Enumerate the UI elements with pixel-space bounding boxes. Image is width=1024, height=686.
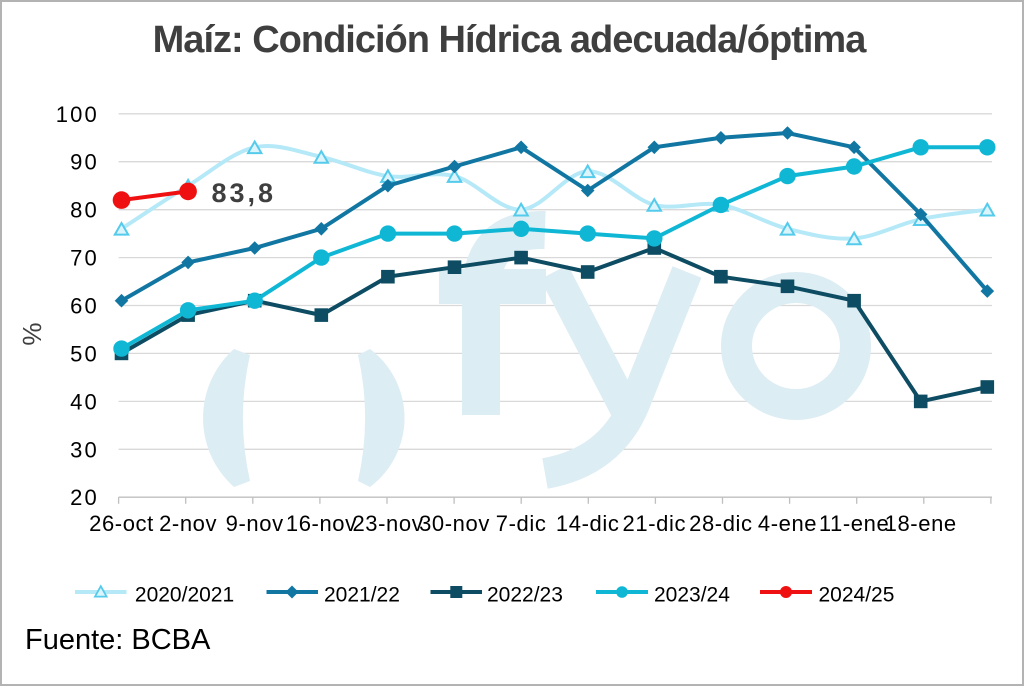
svg-text:16-nov: 16-nov bbox=[286, 511, 357, 536]
svg-text:11-ene: 11-ene bbox=[819, 511, 889, 536]
svg-text:2024/25: 2024/25 bbox=[819, 584, 895, 607]
svg-text:2022/23: 2022/23 bbox=[487, 584, 563, 607]
svg-text:40: 40 bbox=[70, 389, 99, 414]
svg-text:90: 90 bbox=[70, 150, 99, 175]
svg-text:18-ene: 18-ene bbox=[885, 511, 957, 536]
svg-text:2-nov: 2-nov bbox=[159, 511, 217, 536]
svg-text:Maíz: Condición Hídrica adecua: Maíz: Condición Hídrica adecuada/óptima bbox=[153, 19, 868, 61]
svg-text:2023/24: 2023/24 bbox=[654, 584, 730, 607]
svg-text:26-oct: 26-oct bbox=[89, 511, 154, 536]
svg-text:28-dic: 28-dic bbox=[689, 511, 753, 536]
svg-text:2021/22: 2021/22 bbox=[324, 584, 400, 607]
svg-text:7-dic: 7-dic bbox=[496, 511, 547, 536]
svg-text:100: 100 bbox=[56, 102, 99, 127]
svg-text:30-nov: 30-nov bbox=[419, 511, 490, 536]
svg-text:50: 50 bbox=[70, 341, 99, 366]
svg-text:83,8: 83,8 bbox=[212, 178, 277, 208]
svg-text:20: 20 bbox=[70, 485, 99, 510]
svg-text:2020/2021: 2020/2021 bbox=[135, 584, 234, 607]
svg-text:60: 60 bbox=[70, 294, 99, 319]
svg-text:21-dic: 21-dic bbox=[623, 511, 687, 536]
svg-text:30: 30 bbox=[70, 437, 99, 462]
svg-text:4-ene: 4-ene bbox=[758, 511, 817, 536]
svg-text:Fuente: BCBA: Fuente: BCBA bbox=[25, 624, 211, 656]
svg-text:%: % bbox=[17, 322, 47, 345]
svg-text:80: 80 bbox=[70, 198, 99, 223]
svg-text:70: 70 bbox=[70, 246, 99, 271]
svg-text:23-nov: 23-nov bbox=[352, 511, 423, 536]
svg-text:9-nov: 9-nov bbox=[226, 511, 284, 536]
svg-text:14-dic: 14-dic bbox=[556, 511, 620, 536]
